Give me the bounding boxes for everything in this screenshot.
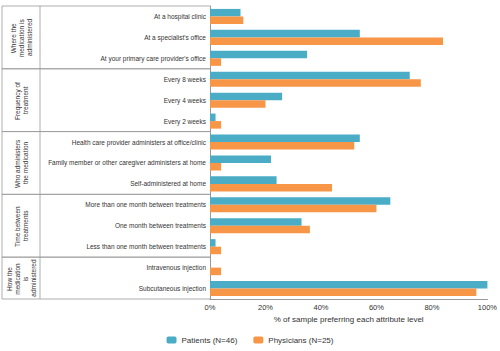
svg-text:At your primary care provider': At your primary care provider's office <box>100 55 206 63</box>
svg-text:More than one month between tr: More than one month between treatments <box>85 201 206 208</box>
svg-text:Physicians (N=25): Physicians (N=25) <box>268 336 333 345</box>
svg-text:Every 8 weeks: Every 8 weeks <box>164 76 207 84</box>
svg-text:60%: 60% <box>369 303 384 312</box>
svg-text:40%: 40% <box>313 303 328 312</box>
svg-text:administered: administered <box>26 18 33 56</box>
svg-text:administered: administered <box>30 259 37 297</box>
svg-text:20%: 20% <box>258 303 273 312</box>
svg-text:medication is: medication is <box>18 18 25 58</box>
svg-text:Subcutaneous injection: Subcutaneous injection <box>139 285 207 293</box>
svg-text:Every 2 weeks: Every 2 weeks <box>164 118 207 126</box>
svg-text:Health care provider administe: Health care provider administers at offi… <box>72 139 207 147</box>
svg-text:Intravenous injection: Intravenous injection <box>146 264 206 272</box>
svg-text:Who administers: Who administers <box>14 138 21 188</box>
svg-text:At a hospital clinic: At a hospital clinic <box>154 13 207 21</box>
svg-text:Time between: Time between <box>14 205 21 247</box>
svg-text:Self-administered at home: Self-administered at home <box>130 180 206 187</box>
svg-text:Family member or other caregiv: Family member or other caregiver adminis… <box>48 159 206 167</box>
svg-text:Frequency of: Frequency of <box>14 80 22 120</box>
svg-text:Patients (N=46): Patients (N=46) <box>182 336 238 345</box>
svg-text:One month between treatments: One month between treatments <box>115 222 207 229</box>
svg-text:Less than one month between tr: Less than one month between treatments <box>86 243 206 250</box>
svg-text:medication: medication <box>14 261 21 294</box>
svg-text:How the: How the <box>6 265 13 291</box>
svg-text:Where the: Where the <box>10 21 17 53</box>
svg-text:100%: 100% <box>478 303 498 312</box>
svg-text:Every 4 weeks: Every 4 weeks <box>164 97 207 105</box>
svg-text:is: is <box>22 275 29 282</box>
svg-text:treatment: treatment <box>22 86 29 114</box>
svg-text:0%: 0% <box>205 303 216 312</box>
svg-text:At a specialist's office: At a specialist's office <box>144 34 206 42</box>
svg-text:treatments: treatments <box>22 210 29 241</box>
svg-text:the medication: the medication <box>22 141 29 184</box>
svg-text:% of sample preferring each at: % of sample preferring each attribute le… <box>274 315 424 324</box>
svg-text:80%: 80% <box>424 303 439 312</box>
